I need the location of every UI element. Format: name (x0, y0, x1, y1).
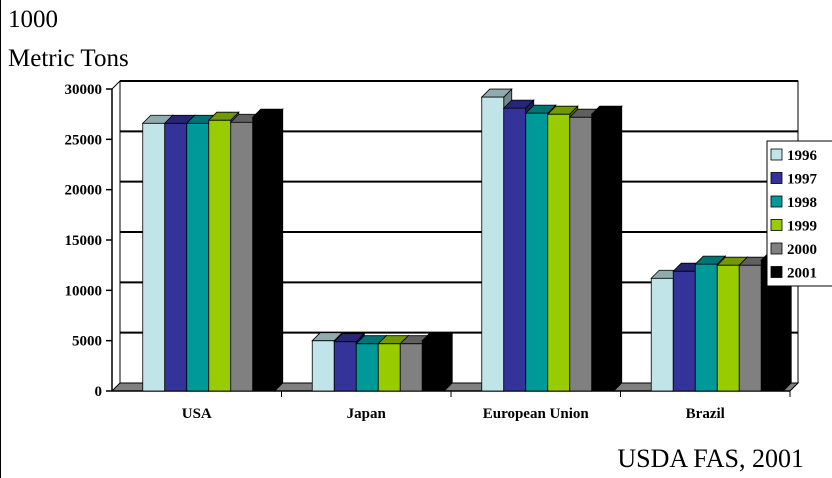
bar-1999-european-union (547, 113, 571, 392)
bar-1999-usa (208, 119, 232, 392)
y-tick-label: 15000 (65, 233, 103, 249)
bar-top (546, 105, 579, 115)
bar-top (590, 105, 623, 115)
side-wall-edge (111, 80, 121, 90)
bar-top (421, 332, 454, 342)
bar-2001-european-union (591, 113, 615, 392)
y-tick-label: 30000 (65, 82, 103, 98)
x-category-label: Japan (347, 406, 387, 422)
x-category-label: USA (182, 406, 212, 422)
bar-top (524, 104, 557, 114)
bar-1998-european-union (525, 112, 549, 392)
x-category-label: Brazil (686, 406, 725, 422)
bar-1997-japan (333, 341, 357, 392)
bar-top (311, 332, 344, 342)
bar-top (480, 88, 513, 98)
legend-label-1998: 1998 (787, 195, 817, 211)
bar-1998-brazil (694, 263, 718, 392)
x-category-label: European Union (483, 406, 590, 422)
legend-label-1996: 1996 (787, 148, 818, 164)
bar-side (443, 331, 453, 392)
bar-2000-usa (230, 121, 254, 392)
bar-1996-usa (142, 122, 166, 392)
bar-side (613, 105, 623, 392)
y-tick-label: 20000 (65, 183, 103, 199)
bar-1997-usa (164, 122, 188, 392)
y-tick-label: 0 (95, 384, 103, 400)
bar-1999-japan (377, 343, 401, 392)
bar-1997-brazil (672, 270, 696, 392)
bar-1997-european-union (503, 107, 527, 392)
legend-label-2001: 2001 (787, 266, 817, 282)
source-note: USDA FAS, 2001 (617, 444, 804, 473)
bar-top (502, 99, 535, 109)
legend-swatch-1998 (770, 195, 783, 208)
bar-chart: 0 5000 10000 15000 20000 25000 30000 USA Japan Eu… (65, 80, 832, 422)
legend-label-2000: 2000 (787, 242, 817, 258)
legend-swatch-1997 (770, 172, 783, 184)
bar-2001-usa (252, 116, 276, 392)
bar-2000-european-union (569, 116, 593, 392)
y-tick-label: 10000 (65, 283, 103, 299)
legend-swatch-1999 (770, 219, 783, 231)
bar-2001-japan (421, 340, 445, 392)
legend-swatch-1996 (770, 148, 783, 161)
legend-swatch-2000 (770, 242, 783, 255)
bar-top (333, 333, 366, 343)
bar-2000-japan (399, 343, 423, 392)
bar-1998-japan (355, 343, 379, 392)
legend-swatch-2001 (770, 266, 783, 278)
slide-left-border (0, 0, 1, 478)
bar-1996-brazil (650, 277, 674, 392)
legend-box (766, 140, 832, 287)
bar-top (694, 255, 727, 265)
units-label-line-2: Metric Tons (8, 45, 129, 72)
bar-1998-usa (186, 122, 210, 392)
bar-1996-european-union (481, 96, 505, 392)
bar-1999-brazil (716, 264, 740, 392)
units-label-line-1: 1000 (8, 6, 58, 33)
legend-label-1999: 1999 (787, 219, 817, 235)
legend-label-1997: 1997 (787, 172, 818, 188)
y-tick-label: 25000 (65, 132, 103, 148)
y-tick-label: 5000 (72, 334, 102, 350)
bar-top (251, 108, 284, 118)
bar-1996-japan (311, 340, 335, 392)
bar-2000-brazil (738, 264, 762, 392)
bar-top (207, 111, 240, 121)
bar-side (274, 108, 284, 392)
